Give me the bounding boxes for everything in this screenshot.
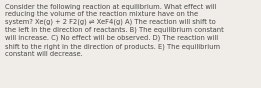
Text: Consider the following reaction at equilibrium. What effect will
reducing the vo: Consider the following reaction at equil… <box>5 4 223 57</box>
